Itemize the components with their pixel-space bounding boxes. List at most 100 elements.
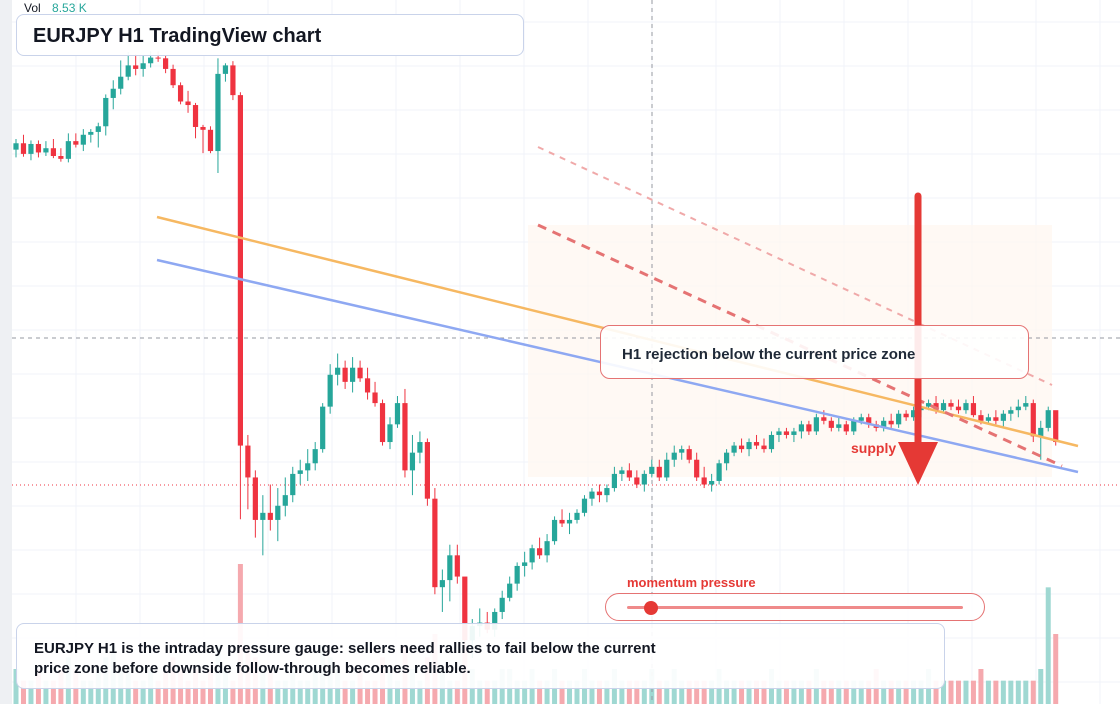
candle <box>761 438 767 453</box>
candle <box>118 60 124 95</box>
candle <box>746 438 752 457</box>
candle-body <box>731 445 737 453</box>
candle <box>335 353 341 386</box>
momentum-label: momentum pressure <box>627 575 756 590</box>
candle-body <box>866 417 872 425</box>
candle-body <box>177 85 184 102</box>
candle-body <box>806 424 812 432</box>
candle-body <box>260 512 266 520</box>
left-panel-strip <box>0 0 12 704</box>
volume-bar <box>365 680 371 704</box>
candle <box>245 434 251 510</box>
volume-bar <box>746 680 752 704</box>
candle-body <box>514 565 520 584</box>
candle-body <box>970 403 977 416</box>
candle-body <box>701 477 707 485</box>
volume-bar <box>724 680 730 704</box>
volume-bar <box>275 680 281 704</box>
volume-bar <box>933 680 939 704</box>
candle-body <box>20 143 27 154</box>
volume-bar <box>133 680 139 704</box>
candle-body <box>626 470 632 478</box>
candle <box>649 459 655 478</box>
candle <box>275 488 281 542</box>
candle <box>836 417 842 432</box>
volume-bar <box>1015 680 1021 704</box>
volume-bar <box>350 680 356 704</box>
candle-body <box>88 131 94 135</box>
candle <box>379 399 386 446</box>
volume-bar <box>80 680 86 704</box>
candle <box>230 61 236 101</box>
candle <box>529 544 535 570</box>
candle-body <box>925 403 932 407</box>
candle-body <box>409 452 416 471</box>
candle <box>327 364 333 414</box>
candle-body <box>215 73 221 152</box>
candle-body <box>671 452 677 460</box>
candle <box>163 55 169 74</box>
candle-body <box>402 403 408 471</box>
candle-body <box>783 431 790 435</box>
candle-body <box>447 555 453 581</box>
candle-body <box>73 141 79 145</box>
candle <box>843 420 849 435</box>
volume-bar <box>372 680 378 704</box>
volume-bar <box>589 680 595 704</box>
volume-bar <box>761 680 767 704</box>
candle <box>282 477 288 517</box>
candle-body <box>103 97 109 127</box>
candle <box>417 431 423 464</box>
volume-bar <box>858 680 864 704</box>
candle <box>896 410 902 428</box>
candle-body <box>1015 406 1021 411</box>
candlestick-series <box>13 51 1059 658</box>
candle-body <box>342 367 348 382</box>
candle-body <box>95 126 101 132</box>
candle-body <box>581 498 588 513</box>
candle <box>664 452 670 481</box>
volume-bar <box>50 680 56 704</box>
volume-bar <box>843 680 849 704</box>
candle-body <box>110 88 116 98</box>
candle <box>290 466 296 503</box>
candle <box>709 473 715 492</box>
candle-body <box>903 413 909 418</box>
candle <box>342 360 348 389</box>
candle <box>177 82 184 105</box>
candle-body <box>1053 410 1059 443</box>
candle <box>170 64 176 89</box>
candle <box>65 133 71 163</box>
volume-bar <box>851 680 857 704</box>
candle-body <box>993 417 999 421</box>
candle-body <box>28 143 34 154</box>
volume-legend-label: Vol <box>24 1 41 15</box>
candle <box>200 124 206 154</box>
volume-bar <box>297 680 303 704</box>
candle-body <box>282 495 288 506</box>
volume-bar <box>948 680 954 704</box>
volume-bar <box>1000 680 1006 704</box>
candle-body <box>237 95 243 446</box>
volume-bar <box>155 680 161 704</box>
candle-body <box>454 555 460 577</box>
candle <box>828 417 834 432</box>
volume-bar <box>896 680 902 704</box>
candle-body <box>200 126 206 130</box>
candle <box>43 141 49 157</box>
candle <box>641 470 647 492</box>
volume-bar <box>739 680 745 704</box>
candle-body <box>716 463 722 481</box>
candle <box>297 459 303 485</box>
candle-body <box>350 367 356 382</box>
candle-body <box>656 466 662 478</box>
candle <box>185 90 191 113</box>
candle-body <box>753 442 760 446</box>
candle <box>402 388 408 478</box>
candle-body <box>155 57 161 59</box>
candle-body <box>940 403 947 411</box>
candle-body <box>387 424 393 443</box>
momentum-knob[interactable] <box>643 601 658 615</box>
candle-body <box>709 480 715 485</box>
candle <box>222 63 229 82</box>
